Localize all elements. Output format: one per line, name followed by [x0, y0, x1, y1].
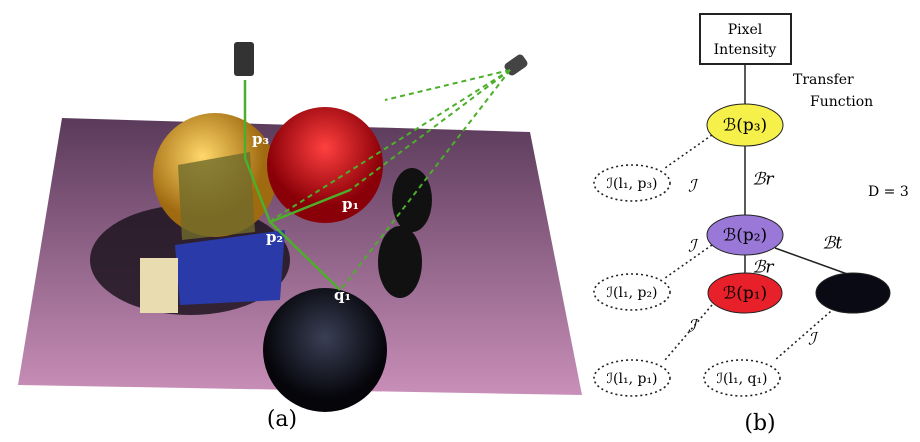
camera: [234, 42, 254, 76]
dark-disk: [378, 226, 422, 298]
node-label: ℬ(p₂): [723, 226, 767, 246]
edge-label: ℐ: [808, 330, 819, 350]
edge-label: ℐ: [688, 317, 699, 337]
depth-label: D = 3: [868, 184, 909, 200]
node: [816, 273, 890, 313]
leaf-label: ℐ(l₁, p₁): [606, 371, 657, 387]
box: [140, 258, 178, 313]
point-label: p₃: [252, 130, 269, 148]
leaf-label: ℐ(l₁, p₃): [606, 176, 657, 192]
black-sphere: [263, 288, 387, 412]
edge-label: ℬt: [822, 234, 842, 254]
edge: [665, 135, 712, 168]
edge-label: ℐ: [688, 177, 699, 197]
caption: (b): [744, 411, 775, 436]
mirror: [178, 152, 255, 240]
point-label: p₁: [342, 195, 359, 213]
caption: (a): [267, 407, 297, 432]
root-label: Pixel: [728, 22, 763, 38]
point-label: q₁: [334, 286, 351, 304]
leaf-label: ℐ(l₁, q₁): [716, 371, 767, 387]
point-label: p₂: [266, 228, 283, 246]
edge-label: ℐ: [688, 237, 699, 257]
red-sphere: [267, 107, 383, 223]
transfer-label: Function: [810, 94, 873, 110]
leaf-label: ℐ(l₁, p₂): [606, 285, 657, 301]
node-label: ℬ(p₁): [723, 284, 767, 304]
figure: p₃ p₂ p₁ q₁ (a) Pixel Intensity Transfer…: [0, 0, 920, 442]
edge: [775, 305, 838, 360]
edge-label: ℬr: [752, 170, 774, 190]
edge-label: ℬr: [752, 258, 774, 278]
root-label: Intensity: [714, 42, 777, 58]
transfer-label: Transfer: [793, 72, 854, 88]
node-label: ℬ(p₃): [723, 116, 767, 136]
